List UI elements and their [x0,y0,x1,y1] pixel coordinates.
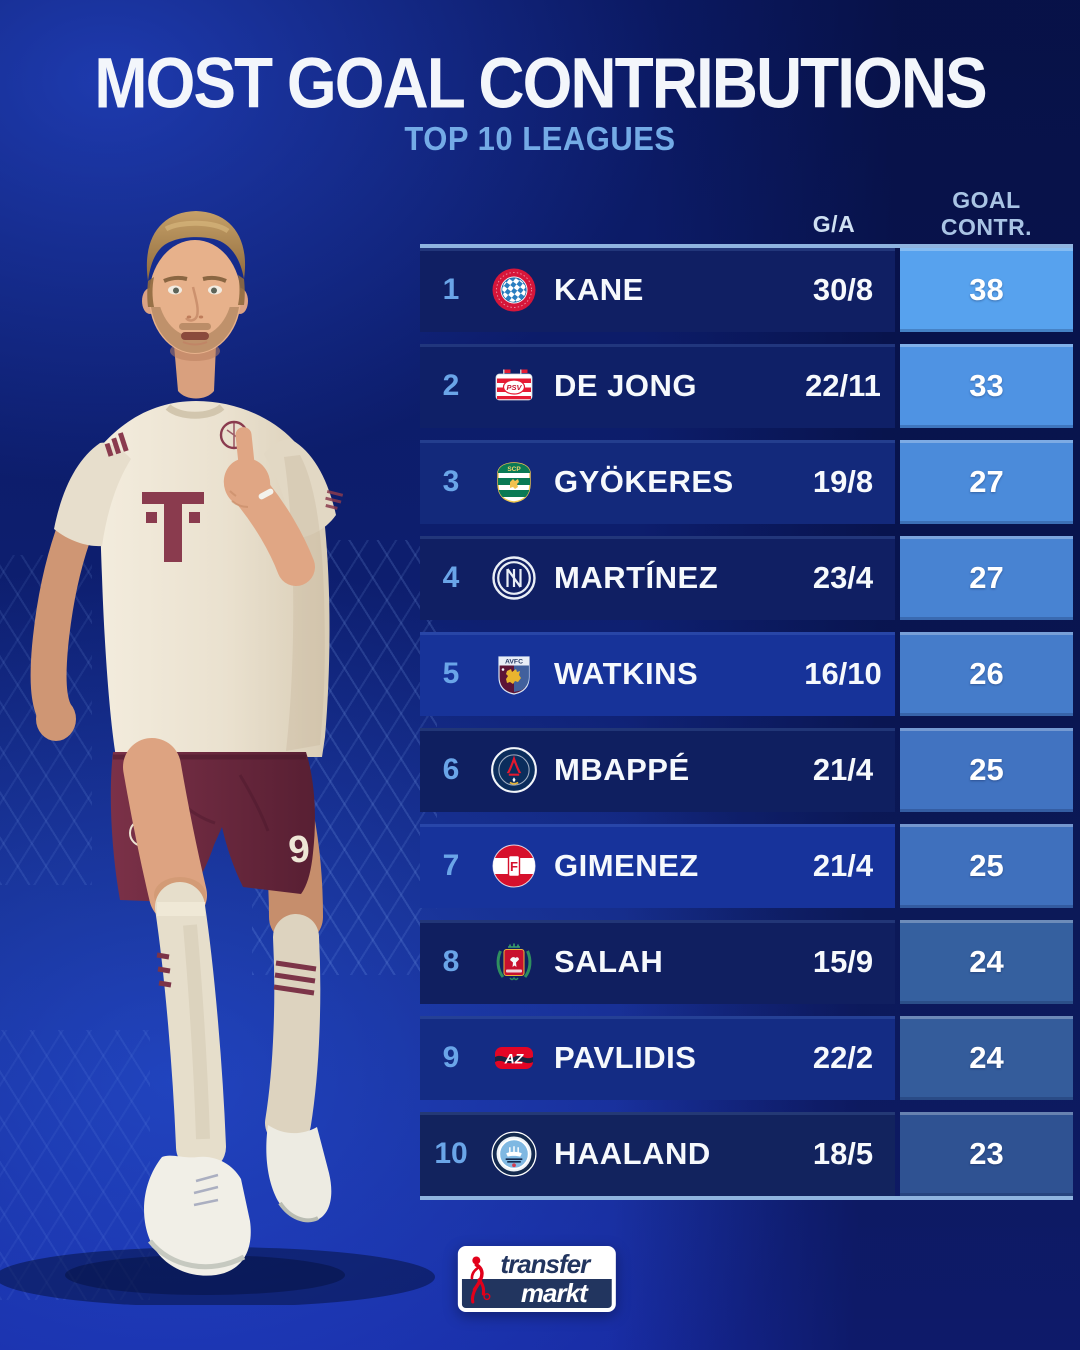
player-name: PAVLIDIS [554,1040,697,1075]
svg-text:AVFC: AVFC [505,658,523,665]
table-row: 6 MBAPPÉ 21/4 [420,728,1073,812]
goal-contributions-value: 23 [900,1112,1073,1196]
rank: 4 [442,561,460,594]
player-name: GIMENEZ [554,848,699,883]
ga-value: 30/8 [812,272,874,307]
az-alkmaar-badge-icon: AZ [482,1034,546,1082]
table-header: G/A GOAL CONTR. [420,178,1073,242]
rank: 2 [442,369,460,402]
goal-contributions-value: 27 [900,440,1073,524]
liverpool-badge-icon [482,938,546,986]
inter-milan-badge-icon [482,554,546,602]
ga-value: 22/2 [812,1040,874,1075]
goal-contributions-value: 24 [900,1016,1073,1100]
table-row: 9 AZ PAVLIDIS 22/2 24 [420,1016,1073,1100]
player-name: SALAH [554,944,664,979]
column-header-goal-contr-line2: CONTR. [940,213,1033,240]
psg-badge-icon [482,745,546,795]
transfermarkt-figure-icon [470,1256,491,1304]
page-title: MOST GOAL CONTRIBUTIONS [94,42,987,124]
sporting-cp-badge-icon: SCP [482,458,546,506]
feyenoord-badge-icon: F [482,842,546,890]
table-row: 8 SALAH 15/9 [420,920,1073,1004]
goal-contributions-value: 38 [900,248,1073,332]
transfermarkt-logo: transfer markt [457,1246,616,1312]
rank: 1 [442,273,460,306]
table-row: 10 HAALAND 1 [420,1112,1073,1196]
ga-value: 15/9 [812,944,874,979]
table-row: 3 SCP [420,440,1073,524]
player-name: KANE [554,272,644,307]
ga-value: 19/8 [812,464,874,499]
column-header-ga: G/A [812,211,856,237]
psv-eindhoven-badge-icon: PSV [482,362,546,410]
player-name: DE JONG [554,368,698,403]
table-row: 2 PSV DE JONG [420,344,1073,428]
svg-text:AZ: AZ [504,1051,524,1067]
ga-value: 16/10 [804,656,882,691]
rank: 7 [442,849,460,882]
goal-contributions-value: 24 [900,920,1073,1004]
svg-text:9: 9 [287,828,312,872]
player-name: GYÖKERES [554,464,734,499]
goal-contributions-value: 25 [900,728,1073,812]
rank: 10 [434,1137,468,1170]
manchester-city-badge-icon [482,1129,546,1179]
page-subtitle: TOP 10 LEAGUES [404,119,676,158]
table-row: 7 F GIMENEZ 21/4 25 [420,824,1073,908]
player-name: MARTÍNEZ [554,560,719,595]
table-row: 5 AVFC WATKINS 16/10 26 [420,632,1073,716]
aston-villa-badge-icon: AVFC [482,650,546,698]
ga-value: 22/11 [805,368,881,403]
ga-value: 21/4 [812,752,874,787]
column-header-goal-contr-line1: GOAL [952,187,1021,214]
rank: 3 [442,465,460,498]
svg-text:F: F [510,859,518,874]
player-name: WATKINS [554,656,699,691]
rank: 9 [442,1041,460,1074]
rank: 8 [442,945,460,978]
goal-contributions-value: 26 [900,632,1073,716]
goal-contributions-value: 33 [900,344,1073,428]
logo-text-transfer: transfer [461,1250,612,1279]
rank: 6 [442,753,460,786]
ga-value: 21/4 [812,848,874,883]
column-header-goal-contr: GOAL CONTR. [900,187,1073,240]
svg-text:PSV: PSV [506,383,522,392]
svg-text:SCP: SCP [507,466,521,473]
goal-contributions-value: 27 [900,536,1073,620]
table-row: 1 KANE 30/8 38 [420,248,1073,332]
bayern-munich-badge-icon [482,266,546,314]
rank: 5 [442,657,460,690]
player-photo-harry-kane: 9 [0,211,435,1305]
ga-value: 18/5 [812,1136,874,1171]
goal-contributions-value: 25 [900,824,1073,908]
player-name: HAALAND [554,1136,711,1171]
ga-value: 23/4 [812,560,874,595]
table-row: 4 MARTÍNEZ 23/4 27 [420,536,1073,620]
table-body: 1 KANE 30/8 38 [420,248,1073,1196]
player-name: MBAPPÉ [554,752,690,787]
ranking-table: G/A GOAL CONTR. 1 [420,187,1073,1200]
